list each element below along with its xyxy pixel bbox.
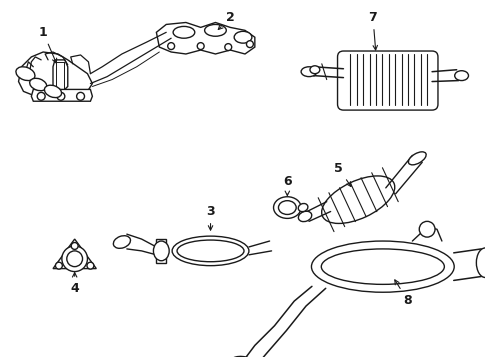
Polygon shape	[156, 239, 166, 263]
Ellipse shape	[418, 221, 434, 237]
Text: 2: 2	[218, 11, 234, 30]
Text: 6: 6	[283, 175, 291, 195]
Ellipse shape	[55, 262, 62, 269]
Ellipse shape	[67, 251, 82, 267]
Ellipse shape	[197, 42, 203, 50]
Ellipse shape	[407, 152, 426, 165]
Ellipse shape	[16, 67, 35, 81]
Ellipse shape	[278, 201, 296, 215]
Text: 4: 4	[70, 273, 79, 295]
Ellipse shape	[153, 241, 169, 261]
Ellipse shape	[173, 26, 194, 38]
Ellipse shape	[177, 240, 244, 262]
Ellipse shape	[204, 24, 226, 36]
Ellipse shape	[298, 203, 307, 212]
Ellipse shape	[301, 67, 316, 77]
Ellipse shape	[172, 236, 248, 266]
Ellipse shape	[234, 31, 251, 43]
Ellipse shape	[44, 85, 61, 98]
Ellipse shape	[309, 66, 319, 74]
Text: 5: 5	[333, 162, 350, 186]
Polygon shape	[53, 60, 68, 91]
Ellipse shape	[37, 93, 45, 100]
FancyBboxPatch shape	[337, 51, 437, 110]
Ellipse shape	[57, 93, 65, 100]
Ellipse shape	[30, 78, 47, 91]
Ellipse shape	[62, 246, 87, 271]
Text: 7: 7	[368, 11, 377, 50]
Ellipse shape	[298, 211, 311, 222]
Ellipse shape	[71, 243, 78, 249]
Text: 8: 8	[394, 280, 411, 307]
Ellipse shape	[454, 71, 468, 81]
Ellipse shape	[475, 248, 488, 278]
Text: 3: 3	[206, 205, 214, 230]
Ellipse shape	[227, 356, 262, 360]
Ellipse shape	[77, 93, 84, 100]
Ellipse shape	[167, 42, 174, 50]
Ellipse shape	[311, 241, 453, 292]
Polygon shape	[31, 89, 92, 101]
Polygon shape	[19, 52, 92, 98]
Ellipse shape	[87, 262, 94, 269]
Polygon shape	[156, 22, 254, 54]
Ellipse shape	[321, 249, 444, 284]
Ellipse shape	[273, 197, 301, 219]
Ellipse shape	[224, 44, 231, 50]
Ellipse shape	[246, 41, 253, 48]
Ellipse shape	[113, 236, 130, 248]
Text: 1: 1	[39, 26, 57, 63]
Ellipse shape	[321, 176, 394, 224]
Polygon shape	[53, 239, 96, 269]
